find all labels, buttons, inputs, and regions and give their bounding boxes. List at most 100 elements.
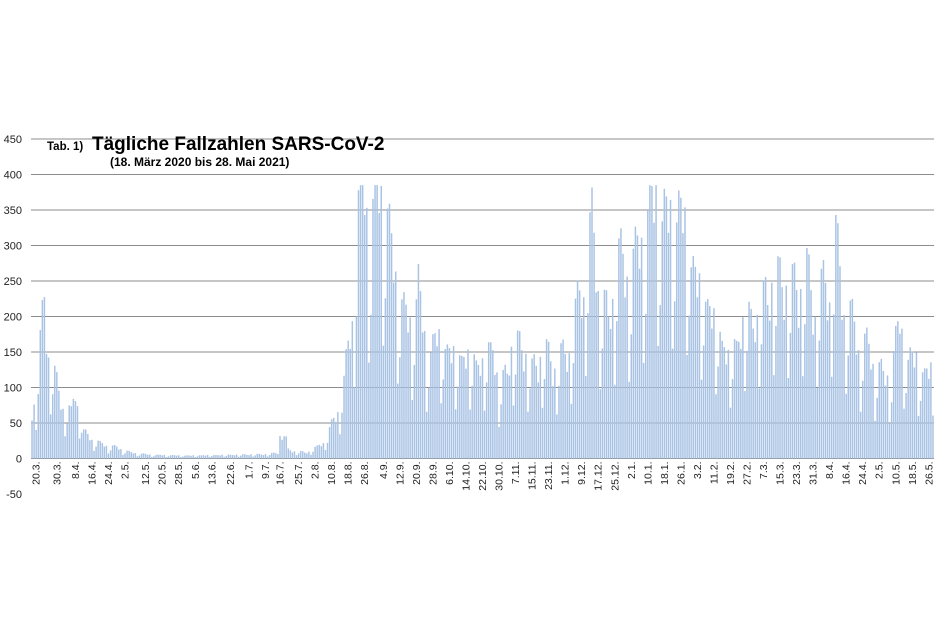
- bar: [465, 368, 467, 459]
- bar: [572, 363, 575, 459]
- bar: [690, 267, 692, 459]
- x-tick-label: 23.11.: [543, 462, 555, 490]
- bar: [636, 235, 639, 459]
- bar: [913, 367, 916, 459]
- x-tick-label: 2.1.: [626, 462, 638, 480]
- bar: [475, 360, 478, 459]
- bar: [262, 455, 265, 459]
- bar: [861, 380, 864, 459]
- bar: [607, 316, 610, 459]
- y-tick-label: 150: [4, 347, 22, 359]
- bar: [890, 402, 893, 459]
- bar: [353, 387, 356, 459]
- bar: [566, 371, 568, 459]
- bar: [250, 454, 252, 459]
- bar: [246, 454, 248, 459]
- bar: [744, 391, 746, 459]
- bar: [818, 340, 821, 459]
- bar: [209, 456, 211, 459]
- bar: [450, 363, 453, 459]
- x-tick-label: 4.9.: [378, 462, 390, 480]
- bar: [791, 264, 794, 459]
- bar: [926, 368, 928, 459]
- chart-title: Tägliche Fallzahlen SARS-CoV-2: [92, 134, 384, 155]
- bar: [355, 316, 358, 459]
- bar: [463, 356, 465, 459]
- bar: [597, 291, 599, 459]
- bar: [258, 453, 261, 459]
- bar: [709, 306, 711, 459]
- bar: [618, 238, 620, 459]
- x-tick-label: 10.5.: [890, 462, 902, 485]
- bar: [835, 214, 837, 459]
- bar: [428, 387, 430, 459]
- bar: [723, 347, 726, 459]
- x-tick-label: 26.8.: [359, 462, 371, 485]
- bar: [328, 427, 331, 459]
- bar: [638, 268, 641, 459]
- bar: [161, 455, 163, 459]
- bar: [694, 266, 697, 459]
- bar: [845, 393, 847, 459]
- bar: [411, 399, 413, 459]
- bar: [456, 386, 459, 459]
- bar: [200, 455, 203, 459]
- bar: [306, 453, 308, 459]
- bar: [351, 321, 354, 459]
- bar: [589, 212, 591, 459]
- x-tick-label: 2.8.: [310, 462, 322, 480]
- x-tick-label: 10.8.: [326, 462, 338, 485]
- x-tick-label: 16.4.: [841, 462, 853, 485]
- x-tick-label: 9.12.: [576, 462, 588, 485]
- x-tick-label: 3.2.: [692, 462, 704, 480]
- bar: [661, 221, 664, 459]
- bar: [851, 298, 854, 459]
- bar: [799, 289, 802, 459]
- x-tick-label: 19.2.: [725, 462, 737, 485]
- bar: [506, 373, 509, 459]
- bar: [628, 381, 630, 459]
- bar: [142, 453, 145, 459]
- bar: [178, 455, 180, 459]
- bar: [620, 228, 622, 459]
- bar: [678, 190, 680, 459]
- bar: [99, 441, 101, 459]
- bar: [237, 456, 240, 459]
- bar: [62, 408, 64, 459]
- y-tick-label: 250: [4, 276, 22, 288]
- y-tick-label: 50: [10, 418, 22, 430]
- bar: [58, 390, 60, 459]
- x-tick-label: 18.8.: [343, 462, 355, 485]
- bar: [756, 314, 759, 459]
- bar: [318, 444, 320, 459]
- x-tick-label: 20.3.: [31, 462, 43, 485]
- bar: [897, 321, 899, 459]
- bar: [320, 446, 323, 459]
- x-tick-label: 10.1.: [642, 462, 654, 485]
- bar: [124, 453, 126, 459]
- bar: [673, 301, 676, 459]
- bar: [502, 369, 504, 459]
- bar: [80, 432, 83, 459]
- bar: [109, 450, 112, 459]
- bar: [126, 450, 128, 459]
- bar: [415, 299, 418, 459]
- bar: [713, 308, 715, 459]
- chart-subtitle: (18. März 2020 bis 28. Mai 2021): [110, 155, 289, 169]
- bar: [337, 412, 339, 459]
- x-tick-label: 17.12.: [593, 462, 605, 491]
- bar: [853, 321, 856, 459]
- bar: [504, 364, 506, 459]
- bar: [870, 369, 872, 459]
- bar: [729, 407, 732, 459]
- bar: [866, 327, 868, 459]
- bar: [76, 406, 79, 459]
- bar: [773, 375, 775, 459]
- bar: [839, 266, 841, 459]
- x-tick-label: 13.6.: [206, 462, 218, 485]
- bar: [113, 444, 116, 459]
- bar: [645, 313, 647, 459]
- bar: [248, 455, 250, 459]
- bar: [165, 456, 168, 459]
- bar: [771, 282, 773, 459]
